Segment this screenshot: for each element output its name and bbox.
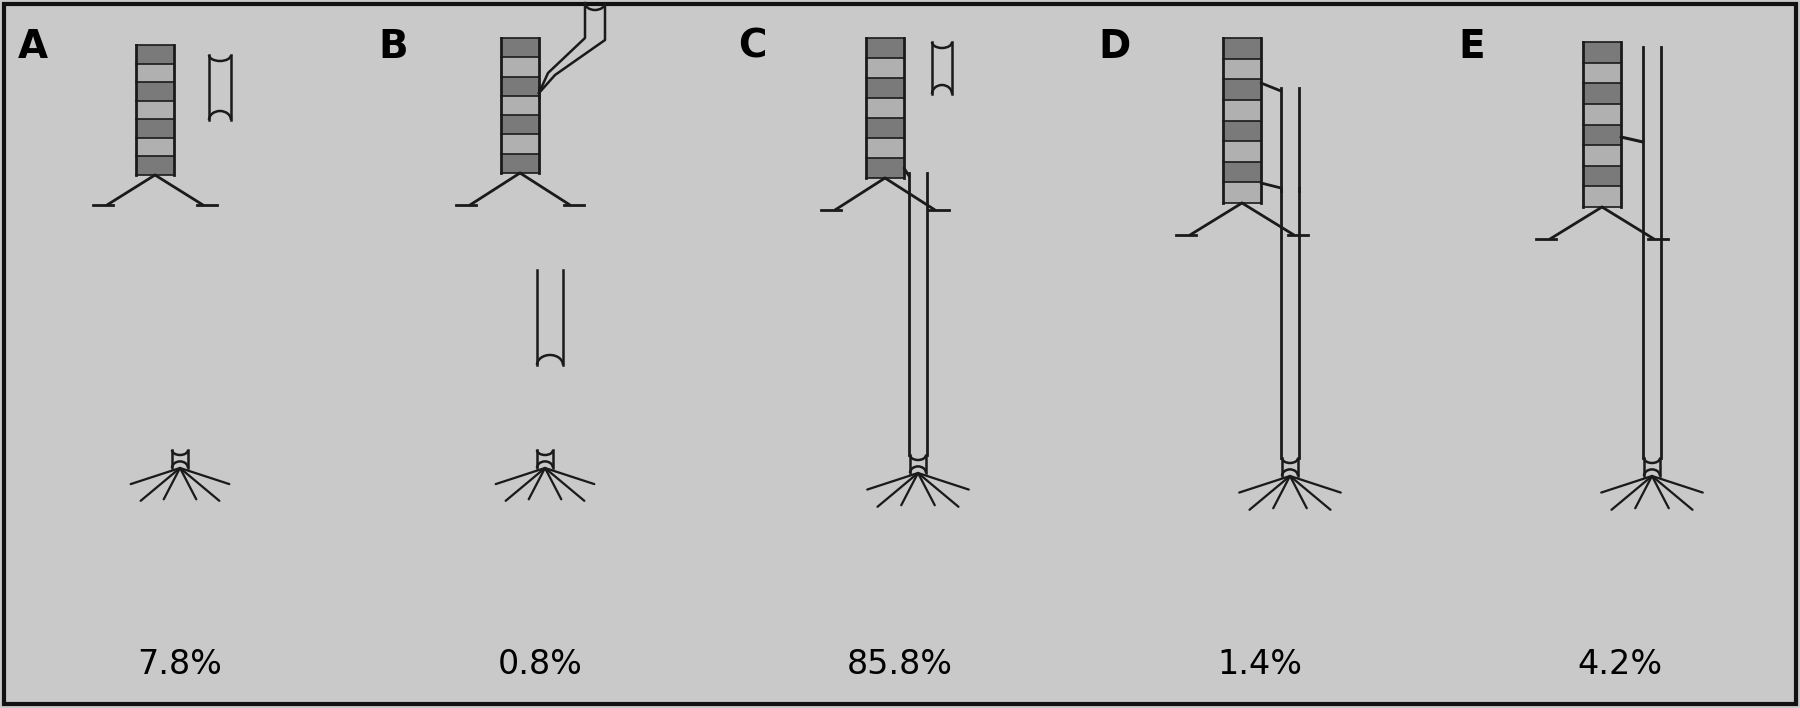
Bar [866, 98, 904, 118]
Text: A: A [18, 28, 49, 66]
Bar [866, 38, 904, 58]
Bar [500, 38, 538, 57]
Bar [500, 57, 538, 76]
Bar [866, 78, 904, 98]
Text: B: B [378, 28, 407, 66]
Bar [866, 118, 904, 138]
Bar [1222, 59, 1262, 79]
Text: 7.8%: 7.8% [137, 649, 223, 682]
Bar [137, 101, 175, 119]
Bar [1582, 104, 1622, 125]
Bar [1582, 125, 1622, 145]
Bar [866, 58, 904, 78]
Bar [500, 96, 538, 115]
Bar [137, 119, 175, 138]
Bar [500, 76, 538, 96]
Bar [1582, 166, 1622, 186]
Bar [500, 135, 538, 154]
Bar [1222, 183, 1262, 203]
Bar [866, 138, 904, 158]
Text: 0.8%: 0.8% [497, 649, 583, 682]
Bar [1222, 141, 1262, 161]
Bar [137, 138, 175, 156]
Text: 1.4%: 1.4% [1217, 649, 1303, 682]
Bar [1222, 120, 1262, 141]
Bar [1222, 79, 1262, 100]
Text: 85.8%: 85.8% [848, 649, 952, 682]
Bar [1582, 42, 1622, 62]
Bar [137, 64, 175, 82]
Text: C: C [738, 28, 767, 66]
Bar [1222, 161, 1262, 183]
Bar [1582, 62, 1622, 84]
Bar [137, 45, 175, 64]
Bar [1582, 145, 1622, 166]
Bar [137, 156, 175, 175]
Text: 4.2%: 4.2% [1577, 649, 1663, 682]
Bar [137, 82, 175, 101]
Bar [500, 154, 538, 173]
Bar [1222, 38, 1262, 59]
Bar [1222, 100, 1262, 120]
Bar [866, 158, 904, 178]
Bar [1582, 84, 1622, 104]
Text: D: D [1098, 28, 1130, 66]
Bar [1582, 186, 1622, 207]
Bar [500, 115, 538, 135]
Text: E: E [1458, 28, 1485, 66]
